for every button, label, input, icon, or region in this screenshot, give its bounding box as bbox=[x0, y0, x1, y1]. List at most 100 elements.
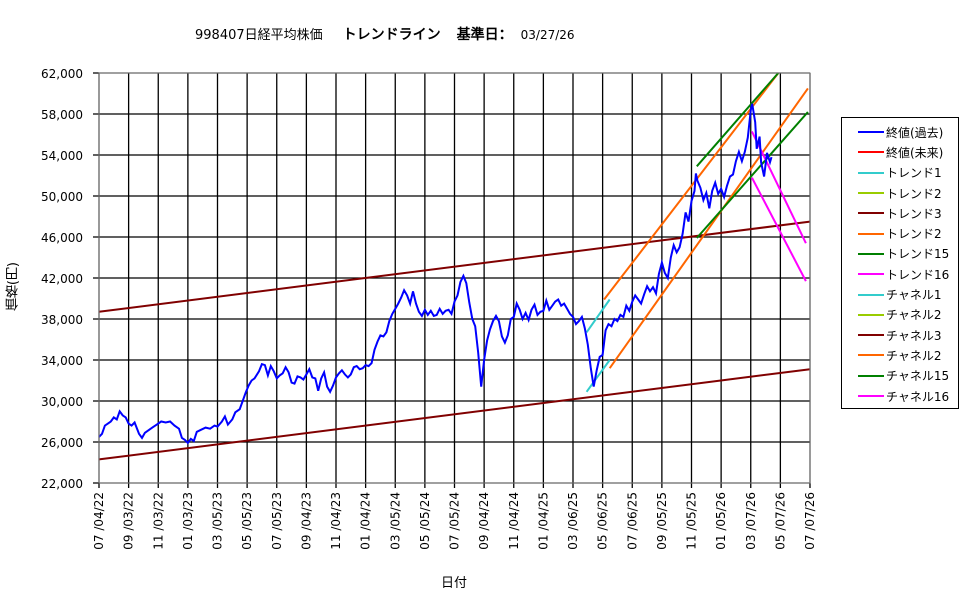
series-line bbox=[751, 177, 807, 282]
legend-swatch-icon bbox=[858, 131, 884, 134]
legend-item: チャネル2 bbox=[842, 305, 958, 325]
series-line bbox=[98, 368, 811, 461]
x-tick-label: 09 /04/24 bbox=[477, 492, 491, 550]
legend-swatch-icon bbox=[858, 313, 884, 316]
x-tick-label: 11 /05/25 bbox=[685, 492, 699, 550]
x-tick-label: 07 /07/26 bbox=[803, 492, 817, 550]
legend-item: トレンド16 bbox=[842, 264, 958, 284]
legend-item: トレンド15 bbox=[842, 244, 958, 264]
y-tick-label: 34,000 bbox=[41, 354, 83, 368]
x-tick-label: 03 /06/25 bbox=[566, 492, 580, 550]
legend-item: 終値(過去) bbox=[842, 122, 958, 142]
title-instrument: 998407日経平均株価 bbox=[195, 28, 323, 43]
legend-swatch-icon bbox=[858, 334, 884, 337]
legend-item: トレンド1 bbox=[842, 163, 958, 183]
x-tick-label: 11 /04/24 bbox=[507, 492, 521, 550]
x-tick-label: 09 /04/23 bbox=[299, 492, 313, 550]
y-tick-label: 42,000 bbox=[41, 272, 83, 286]
x-tick-label: 03 /07/26 bbox=[744, 492, 758, 550]
x-tick-label: 05 /06/25 bbox=[596, 492, 610, 550]
x-tick-label: 11 /04/23 bbox=[329, 492, 343, 550]
x-tick-label: 01 /03/23 bbox=[181, 492, 195, 550]
legend-label: 終値(過去) bbox=[886, 125, 944, 140]
y-tick-label: 50,000 bbox=[41, 190, 83, 204]
legend-swatch-icon bbox=[858, 151, 884, 154]
legend-swatch-icon bbox=[858, 171, 884, 174]
series-line bbox=[98, 103, 773, 445]
y-tick-label: 30,000 bbox=[41, 395, 83, 409]
y-tick-label: 54,000 bbox=[41, 149, 83, 163]
x-tick-label: 01 /04/24 bbox=[359, 492, 373, 550]
x-tick-label: 07 /05/23 bbox=[270, 492, 284, 550]
x-tick-label: 01 /04/25 bbox=[536, 492, 550, 550]
series-line bbox=[608, 87, 809, 369]
legend-item: チャネル1 bbox=[842, 284, 958, 304]
x-tick-label: 03 /05/23 bbox=[211, 492, 225, 550]
y-tick-label: 62,000 bbox=[41, 67, 83, 81]
legend-label: チャネル15 bbox=[886, 369, 950, 384]
legend-label: トレンド2 bbox=[886, 227, 942, 242]
chart-legend: 終値(過去) 終値(未来) トレンド1 トレンド2 トレンド3 トレンド2 トレンド15 トレ… bbox=[841, 117, 959, 409]
legend-swatch-icon bbox=[858, 354, 884, 357]
legend-swatch-icon bbox=[858, 374, 884, 377]
y-tick-label: 58,000 bbox=[41, 108, 83, 122]
y-tick-label: 46,000 bbox=[41, 231, 83, 245]
legend-item: チャネル16 bbox=[842, 386, 958, 406]
chart-title: 998407日経平均株価 トレンドライン 基準日： 03/27/26 bbox=[195, 24, 575, 44]
legend-label: チャネル2 bbox=[886, 348, 942, 363]
legend-item: チャネル3 bbox=[842, 325, 958, 345]
series-line bbox=[585, 298, 611, 333]
x-tick-label: 07 /04/22 bbox=[92, 492, 106, 550]
legend-label: チャネル1 bbox=[886, 288, 942, 303]
legend-swatch-icon bbox=[858, 212, 884, 215]
legend-label: トレンド16 bbox=[886, 267, 950, 282]
legend-swatch-icon bbox=[858, 192, 884, 195]
x-tick-label: 07 /06/25 bbox=[625, 492, 639, 550]
legend-item: トレンド2 bbox=[842, 223, 958, 243]
legend-swatch-icon bbox=[858, 252, 884, 255]
series-line bbox=[696, 111, 809, 239]
legend-label: チャネル2 bbox=[886, 308, 942, 323]
legend-item: チャネル15 bbox=[842, 366, 958, 386]
series-line bbox=[603, 72, 780, 301]
legend-label: 終値(未来) bbox=[886, 145, 944, 160]
y-tick-label: 22,000 bbox=[41, 477, 83, 491]
x-axis-ticks: 07 /04/22 09 /03/22 11 /03/22 01 /03/23 03 /… bbox=[92, 492, 817, 550]
plot-grid bbox=[93, 72, 811, 488]
title-chart-kind: トレンドライン bbox=[342, 27, 441, 43]
legend-label: チャネル16 bbox=[886, 389, 950, 404]
legend-item: チャネル2 bbox=[842, 345, 958, 365]
y-tick-label: 38,000 bbox=[41, 313, 83, 327]
legend-swatch-icon bbox=[858, 293, 884, 296]
y-tick-label: 26,000 bbox=[41, 436, 83, 450]
y-axis-label: 価格(円) bbox=[6, 262, 21, 312]
legend-swatch-icon bbox=[858, 273, 884, 276]
x-tick-label: 07 /05/24 bbox=[448, 492, 462, 550]
legend-swatch-icon bbox=[858, 232, 884, 235]
x-tick-label: 11 /03/22 bbox=[151, 492, 165, 550]
series-line bbox=[585, 359, 611, 393]
x-tick-label: 03 /05/24 bbox=[388, 492, 402, 550]
y-axis-ticks: 22,000 26,000 30,000 34,000 38,000 42,000 46,0… bbox=[41, 67, 83, 491]
series-line bbox=[696, 72, 780, 167]
legend-label: トレンド3 bbox=[886, 206, 942, 221]
plot-series bbox=[98, 72, 811, 461]
legend-label: トレンド15 bbox=[886, 247, 950, 262]
legend-item: トレンド2 bbox=[842, 183, 958, 203]
title-base-date-label: 基準日： bbox=[456, 27, 513, 43]
legend-item: 終値(未来) bbox=[842, 142, 958, 162]
x-tick-label: 09 /05/25 bbox=[655, 492, 669, 550]
x-tick-label: 05 /05/23 bbox=[240, 492, 254, 550]
legend-label: トレンド2 bbox=[886, 186, 942, 201]
legend-label: チャネル3 bbox=[886, 328, 942, 343]
legend-swatch-icon bbox=[858, 395, 884, 397]
x-tick-label: 05 /07/26 bbox=[773, 492, 787, 550]
x-tick-label: 01 /05/26 bbox=[714, 492, 728, 550]
x-axis-label: 日付 bbox=[441, 576, 468, 591]
title-base-date: 03/27/26 bbox=[520, 28, 575, 42]
legend-label: トレンド1 bbox=[886, 166, 942, 181]
series-line bbox=[98, 220, 811, 313]
x-tick-label: 09 /03/22 bbox=[122, 492, 136, 550]
x-tick-label: 05 /05/24 bbox=[418, 492, 432, 550]
